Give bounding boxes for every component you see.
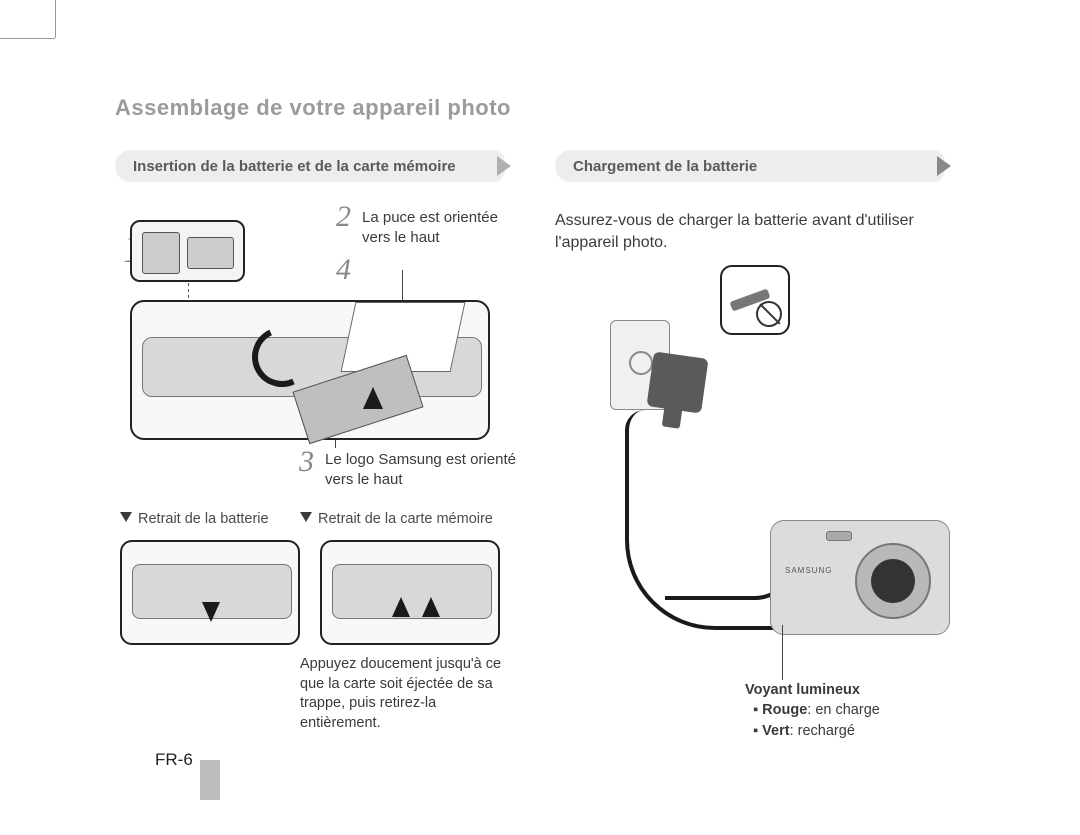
subheading-insert-label: Insertion de la batterie et de la carte … bbox=[133, 158, 456, 175]
arrow-icon bbox=[937, 156, 951, 176]
crop-mark-vertical bbox=[55, 0, 56, 38]
remove-card-instruction: Appuyez doucement jusqu'à ce que la cart… bbox=[300, 655, 515, 733]
arrow-icon bbox=[497, 156, 511, 176]
triangle-down-icon bbox=[120, 512, 132, 522]
charging-intro: Assurez-vous de charger la batterie avan… bbox=[555, 210, 955, 253]
indicator-red-meaning: : en charge bbox=[807, 702, 880, 718]
page-title: Assemblage de votre appareil photo bbox=[115, 95, 511, 121]
page-tab-marker bbox=[200, 760, 220, 800]
leader-line bbox=[782, 625, 783, 680]
caption-remove-battery: Retrait de la batterie bbox=[120, 510, 269, 530]
subheading-charge: Chargement de la batterie bbox=[555, 150, 945, 182]
illustration-camera-bottom bbox=[130, 220, 245, 282]
crop-mark-horizontal bbox=[0, 38, 55, 39]
subheading-charge-label: Chargement de la batterie bbox=[573, 158, 757, 175]
do-not-pull-badge bbox=[720, 265, 790, 335]
subheading-insert: Insertion de la batterie et de la carte … bbox=[115, 150, 505, 182]
prohibited-icon bbox=[756, 301, 782, 327]
triangle-down-icon bbox=[300, 512, 312, 522]
indicator-green-label: Vert bbox=[762, 723, 789, 739]
power-adapter-icon bbox=[646, 351, 708, 413]
camera-front-icon: SAMSUNG bbox=[770, 520, 950, 635]
illustration-charging: SAMSUNG bbox=[570, 260, 970, 660]
indicator-red-label: Rouge bbox=[762, 702, 807, 718]
step3-text: Le logo Samsung est orienté vers le haut bbox=[325, 450, 525, 491]
indicator-green-meaning: : rechargé bbox=[790, 723, 855, 739]
camera-brand-label: SAMSUNG bbox=[785, 566, 832, 575]
illustration-insert-battery-card bbox=[130, 300, 490, 440]
step-number-4: 4 bbox=[336, 253, 351, 287]
step-number-3: 3 bbox=[299, 445, 314, 479]
step-number-2: 2 bbox=[336, 200, 351, 234]
step2-text: La puce est orientée vers le haut bbox=[362, 208, 512, 249]
caption-remove-battery-label: Retrait de la batterie bbox=[138, 511, 269, 527]
indicator-title: Voyant lumineux bbox=[745, 682, 860, 698]
illustration-remove-battery bbox=[120, 540, 300, 645]
caption-remove-card-label: Retrait de la carte mémoire bbox=[318, 511, 493, 527]
indicator-light-legend: Voyant lumineux ▪ Rouge: en charge ▪ Ver… bbox=[745, 680, 880, 741]
page-number: FR-6 bbox=[155, 750, 193, 770]
caption-remove-card: Retrait de la carte mémoire bbox=[300, 510, 493, 530]
illustration-remove-card bbox=[320, 540, 500, 645]
